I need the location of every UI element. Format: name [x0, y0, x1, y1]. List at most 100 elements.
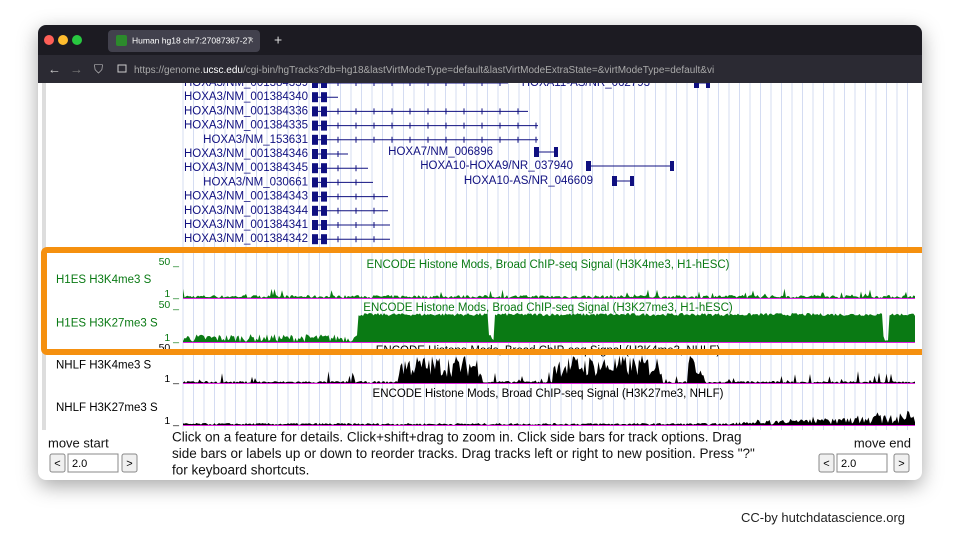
help-text: for keyboard shortcuts.: [172, 463, 309, 478]
left-button[interactable]: [49, 453, 66, 473]
minimize-button[interactable]: [58, 35, 68, 45]
gene-label[interactable]: HOXA3/NM_001384346: [184, 148, 308, 160]
track-label[interactable]: NHLF H3K27me3 S: [56, 402, 158, 414]
right-button[interactable]: [121, 453, 138, 473]
gene-exon: [312, 177, 318, 188]
gene-exon: [670, 161, 674, 171]
browser-window: Human hg18 chr7:27087367-27 × + ← → ⛉ ht…: [38, 25, 922, 480]
signal: [183, 313, 915, 342]
gene-exon: [321, 163, 327, 174]
tab-icon: [116, 35, 127, 46]
track-title[interactable]: ENCODE Histone Mods, Broad ChIP-seq Sign…: [363, 302, 733, 314]
gene-exon: [321, 191, 327, 202]
content-bg: [38, 83, 922, 430]
gene-label[interactable]: HOXA3/NM_001384339: [184, 77, 308, 89]
gene-exon: [312, 92, 318, 103]
move-start: move start: [48, 435, 109, 450]
track-label[interactable]: NHLF H3K4me3 S: [56, 360, 152, 372]
credit: CC-by hutchdatascience.org: [740, 510, 905, 525]
gene-exon: [321, 134, 327, 145]
gene-exon: [694, 83, 699, 88]
move-end: move end: [854, 435, 911, 450]
gene-exon: [312, 134, 318, 145]
url-domain: ucsc.edu: [203, 65, 243, 76]
track-min: 1 _: [164, 288, 179, 300]
shield-icon: ⛉: [94, 62, 103, 76]
gene-label[interactable]: HOXA3/NM_001384335: [184, 120, 308, 132]
right-button-label: >: [898, 458, 904, 470]
track-label[interactable]: H1ES H3K27me3 S: [56, 318, 158, 330]
screen: Human hg18 chr7:27087367-27 × + ← → ⛉ ht…: [38, 25, 922, 478]
address-bar: [38, 55, 922, 83]
amount-input[interactable]: [836, 453, 888, 473]
gene-exon: [312, 205, 318, 216]
gene-exon: [312, 106, 318, 117]
gene-exon: [321, 234, 327, 245]
amount-value: 2.0: [841, 458, 856, 470]
gene-exon: [630, 176, 634, 186]
gene-label[interactable]: HOXA10-AS/NR_046609: [464, 175, 593, 187]
gene-exon: [312, 191, 318, 202]
signal: [183, 288, 915, 298]
gene-exon: [312, 163, 318, 174]
gene-label[interactable]: HOXA7/NM_006896: [388, 146, 493, 158]
back-button[interactable]: ←: [48, 61, 61, 76]
left-button[interactable]: [818, 453, 835, 473]
gene-exon: [586, 161, 591, 171]
gene-label[interactable]: HOXA10-HOXA9/NR_037940: [420, 160, 573, 172]
track-label[interactable]: H1ES H3K4me3 S: [56, 274, 152, 286]
tab-title: Human hg18 chr7:27087367-27: [132, 35, 252, 45]
new-tab[interactable]: +: [274, 32, 282, 48]
gene-label[interactable]: HOXA3/NM_001384345: [184, 162, 308, 174]
gene-label[interactable]: HOXA3/NM_001384343: [184, 191, 308, 203]
gene-exon: [312, 149, 318, 159]
gene-label[interactable]: HOXA3/NM_030661: [203, 176, 308, 188]
zoom-button[interactable]: [72, 35, 82, 45]
signal: [183, 355, 915, 383]
gene-label[interactable]: HOXA3/NM_153631: [203, 134, 308, 146]
gene-exon: [321, 92, 327, 103]
signal: [183, 410, 915, 425]
gene-label[interactable]: HOXA3/NM_001384344: [184, 205, 309, 217]
help-text: Click on a feature for details. Click+sh…: [172, 430, 742, 445]
tab-close[interactable]: ×: [248, 36, 254, 47]
gene-exon: [321, 205, 327, 216]
amount-value: 2.0: [72, 458, 87, 470]
gene-exon: [321, 149, 327, 159]
gene-exon: [321, 106, 327, 117]
track-max: 50 _: [159, 299, 180, 311]
gene-label[interactable]: HOXA11-AS/NR_062793: [522, 77, 650, 89]
url[interactable]: https://genome.ucsc.edu/cgi-bin/hgTracks…: [134, 65, 714, 76]
gene-exon: [321, 120, 327, 131]
gene-label[interactable]: HOXA3/NM_001384342: [184, 233, 308, 245]
right-button[interactable]: [893, 453, 910, 473]
track-min: 1 _: [164, 332, 179, 344]
gene-exon: [706, 83, 710, 88]
amount-input[interactable]: [67, 453, 119, 473]
tab[interactable]: [108, 30, 260, 52]
gene-exon: [312, 220, 318, 230]
track-min: 1 _: [164, 373, 179, 385]
forward-button[interactable]: →: [70, 61, 83, 76]
gene-exon: [534, 147, 539, 157]
url-prefix: https://genome.: [134, 65, 203, 76]
left-button-label: <: [54, 458, 60, 470]
lock-icon: [117, 64, 127, 73]
left-button-label: <: [823, 458, 829, 470]
gene-label[interactable]: HOXA3/NM_001384340: [184, 91, 308, 103]
track-title[interactable]: ENCODE Histone Mods, Broad ChIP-seq Sign…: [373, 388, 724, 400]
url-rest: /cgi-bin/hgTracks?db=hg18&lastVirtModeTy…: [243, 65, 714, 76]
track-max: 50 _: [159, 256, 180, 268]
gene-exon: [321, 83, 327, 88]
highlight-box: [41, 247, 922, 355]
right-button-label: >: [126, 458, 132, 470]
help-text: side bars or labels up or down to reorde…: [172, 446, 755, 461]
gene-label[interactable]: HOXA3/NM_001384341: [184, 219, 308, 231]
gene-label[interactable]: HOXA3/NM_001384336: [184, 105, 308, 117]
gene-exon: [554, 147, 558, 157]
close-button[interactable]: [44, 35, 54, 45]
track-title[interactable]: ENCODE Histone Mods, Broad ChIP-seq Sign…: [366, 259, 729, 271]
content: HOXA3/NM_001384339 HOXA3/NM_001384340 HOXA…: [38, 77, 922, 430]
gene-exon: [612, 176, 617, 186]
